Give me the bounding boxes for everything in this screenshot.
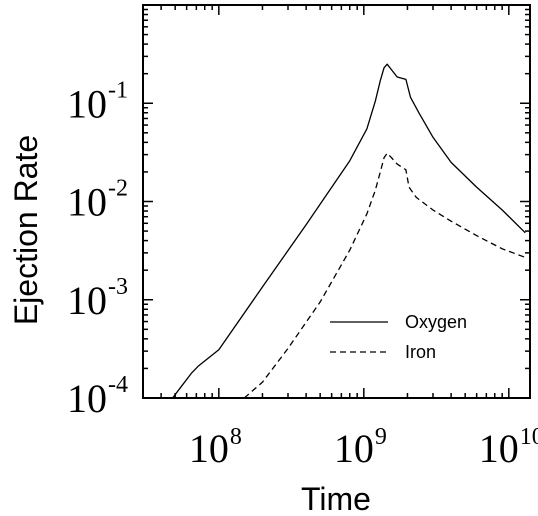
y-tick-exponent: -4 xyxy=(108,372,128,398)
plot-frame xyxy=(142,4,531,399)
x-tick-label: 10 xyxy=(479,426,519,471)
x-axis-title: Time xyxy=(301,481,371,516)
y-axis-title: Ejection Rate xyxy=(8,135,44,325)
series-line-oxygen xyxy=(172,63,526,398)
y-tick-exponent: -1 xyxy=(108,77,128,103)
x-tick-exponent: 9 xyxy=(375,424,387,450)
y-tick-label: 10 xyxy=(67,180,107,225)
x-ticks: 10 8 10 9 10 10 xyxy=(142,5,538,471)
x-tick-exponent: 10 xyxy=(520,424,538,450)
series-line-iron xyxy=(243,152,526,398)
y-tick-exponent: -2 xyxy=(108,176,128,202)
series-layer xyxy=(172,63,526,398)
y-tick-exponent: -3 xyxy=(108,274,128,300)
legend: Oxygen Iron xyxy=(330,312,467,362)
x-tick-label: 10 xyxy=(334,426,374,471)
x-tick-label: 10 xyxy=(189,426,229,471)
y-ticks: 10-410-310-210-1 xyxy=(67,8,530,421)
y-tick-label: 10 xyxy=(67,81,107,126)
y-tick-label: 10 xyxy=(67,278,107,323)
y-tick-label: 10 xyxy=(67,376,107,421)
legend-label-oxygen: Oxygen xyxy=(405,312,467,332)
x-tick-exponent: 8 xyxy=(230,424,242,450)
legend-label-iron: Iron xyxy=(405,342,436,362)
